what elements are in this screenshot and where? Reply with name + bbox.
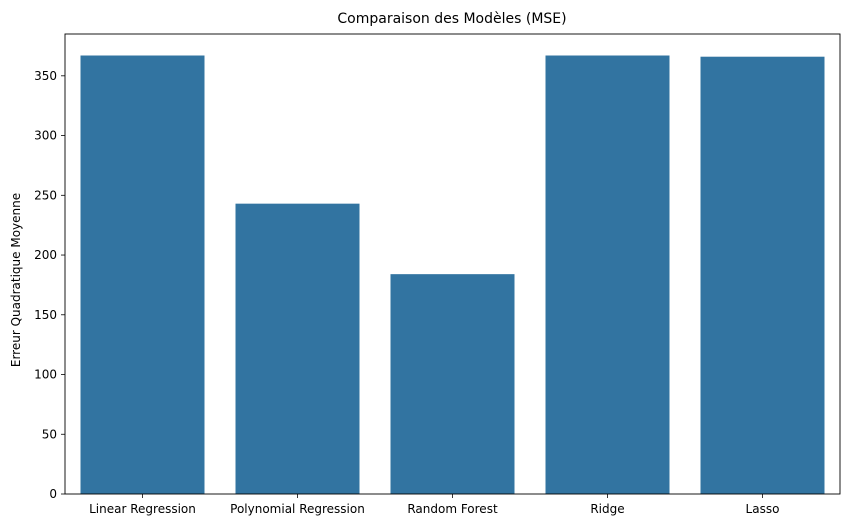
y-tick-label: 300 — [34, 129, 57, 143]
y-tick-label: 50 — [42, 427, 57, 441]
bar-polynomial-regression — [235, 203, 360, 494]
y-tick-label: 250 — [34, 188, 57, 202]
y-tick-label: 350 — [34, 69, 57, 83]
x-tick-label: Lasso — [746, 502, 780, 516]
bar-random-forest — [390, 274, 515, 494]
chart-title: Comparaison des Modèles (MSE) — [337, 11, 566, 27]
x-axis: Linear Regression Polynomial Regression Ra… — [89, 494, 779, 516]
bar-lasso — [700, 56, 825, 495]
y-tick-label: 100 — [34, 368, 57, 382]
x-tick-label: Polynomial Regression — [230, 502, 365, 516]
y-axis-label: Erreur Quadratique Moyenne — [9, 193, 23, 367]
y-axis: 0 50 100 150 200 250 300 350 — [34, 69, 65, 501]
plot-frame — [64, 33, 841, 495]
bars-group — [80, 55, 825, 495]
y-tick-label: 200 — [34, 248, 57, 262]
x-tick-label: Random Forest — [407, 502, 498, 516]
y-tick-label: 150 — [34, 308, 57, 322]
x-tick-label: Ridge — [590, 502, 624, 516]
x-tick-label: Linear Regression — [89, 502, 196, 516]
y-tick-label: 0 — [49, 487, 57, 501]
bar-linear-regression — [80, 55, 205, 494]
bar-ridge — [545, 55, 670, 494]
